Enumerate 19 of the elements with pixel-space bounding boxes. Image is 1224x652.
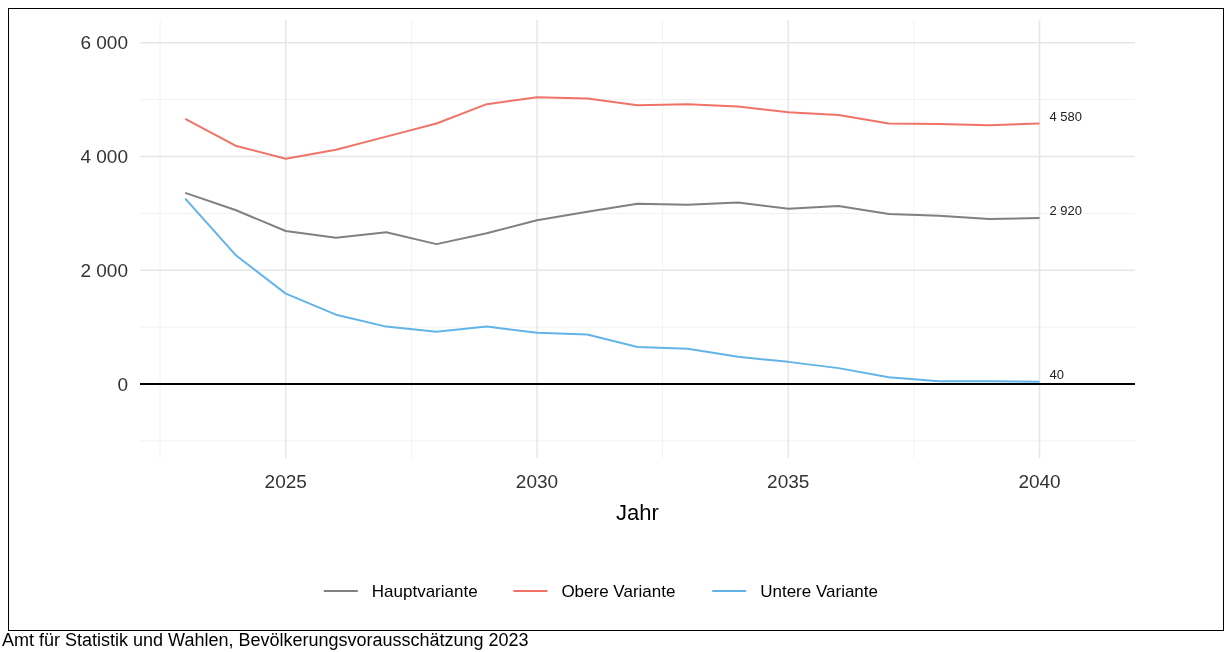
x-tick-label: 2030	[515, 471, 559, 492]
legend-label: Hauptvariante	[371, 581, 478, 601]
text: Amt für Statistik und Wahlen, Bevölkerungsvorausschätzung 2023	[2, 630, 529, 650]
y-tick-label: 0	[117, 373, 128, 395]
x-tick-label: 2025	[264, 471, 307, 492]
legend-label: Obere Variante	[561, 581, 676, 601]
x-tick-label: 2040	[1018, 471, 1061, 492]
data-label: 40	[1049, 366, 1064, 382]
x-tick-label: 2035	[767, 471, 810, 492]
line-series	[184, 96, 1041, 160]
y-tick-label: 6 000	[80, 32, 128, 54]
line-series	[184, 197, 1041, 383]
y-tick-label: 2 000	[80, 259, 128, 281]
y-tick-label: 4 000	[80, 146, 128, 168]
data-label: 2 920	[1049, 202, 1083, 218]
data-label: 4 580	[1049, 108, 1083, 124]
line-series	[184, 191, 1041, 246]
legend-label: Untere Variante	[760, 581, 879, 601]
x-axis-title: Jahr	[616, 500, 659, 525]
